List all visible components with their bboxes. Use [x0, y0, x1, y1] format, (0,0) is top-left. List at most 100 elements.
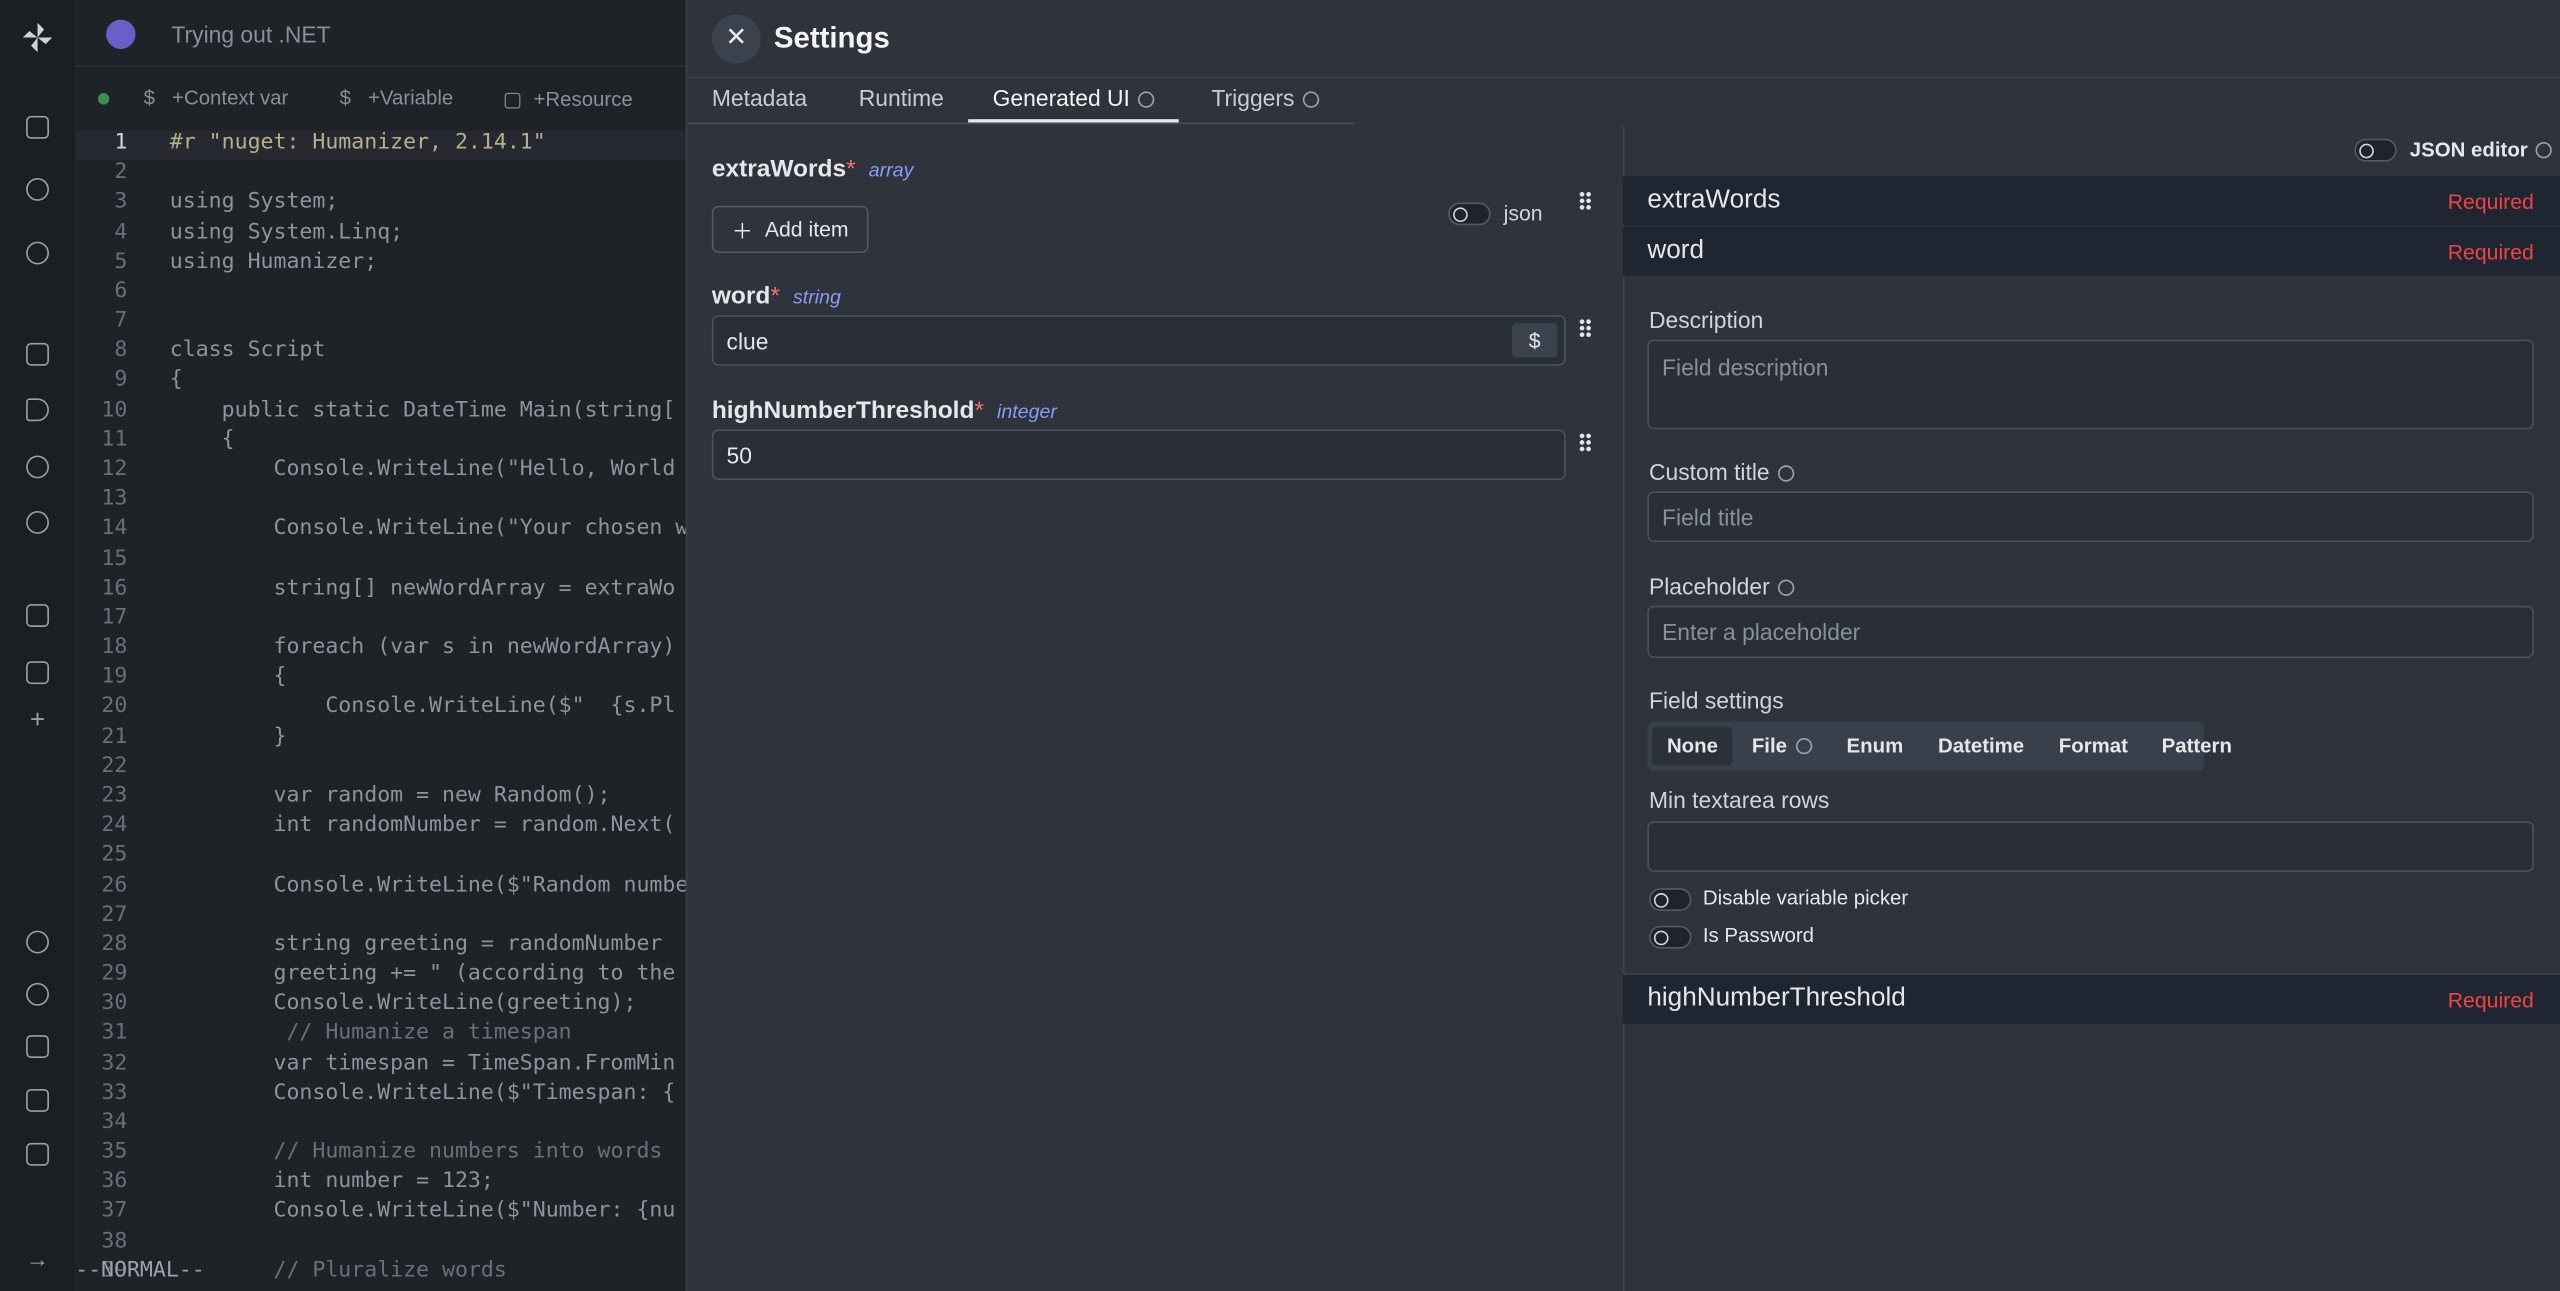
nav-icon[interactable]	[26, 661, 49, 685]
field-label: word* string	[712, 282, 841, 311]
info-icon	[1795, 737, 1812, 755]
placeholder-input[interactable]: Enter a placeholder	[1647, 605, 2534, 658]
nav-icon[interactable]	[26, 115, 49, 139]
toolbar-button[interactable]: $ +Context var	[143, 86, 289, 110]
close-button[interactable]: ✕	[711, 14, 761, 64]
drag-handle[interactable]	[1578, 432, 1592, 453]
nav-icon[interactable]	[26, 982, 49, 1006]
info-icon	[2535, 142, 2553, 159]
variable-button[interactable]: $	[1511, 323, 1558, 358]
toolbar-label: +Variable	[367, 86, 454, 110]
toolbar-button[interactable]: ▢ +Resource	[502, 88, 633, 112]
line-number: 38	[101, 1228, 128, 1254]
nav-icon[interactable]	[26, 1088, 49, 1112]
code-line: Console.WriteLine("Hello, World	[169, 457, 676, 482]
code-line: using System.Linq;	[169, 219, 404, 245]
toggle[interactable]	[1648, 888, 1692, 912]
nav-icon[interactable]	[26, 398, 49, 422]
tab-label: Triggers	[1211, 84, 1295, 112]
code-line: {	[169, 427, 235, 452]
line-number: 22	[101, 753, 128, 779]
nav-icon[interactable]	[26, 1142, 49, 1166]
number-input[interactable]: 50	[711, 429, 1566, 480]
line-number: 20	[101, 694, 128, 720]
nav-icon[interactable]	[26, 511, 49, 534]
segment[interactable]: File	[1737, 722, 1826, 771]
code-line: // Humanize a timespan	[169, 1021, 572, 1046]
code-line: // Humanize numbers into words	[169, 1139, 663, 1165]
line-number: 39	[101, 1258, 128, 1283]
toolbar-label: +Context var	[172, 86, 289, 110]
segment[interactable]: Pattern	[2147, 722, 2247, 771]
code-line: {	[169, 368, 183, 393]
line-number: 10	[101, 397, 128, 423]
line-number: 12	[101, 457, 128, 482]
code-line: class Script	[169, 338, 326, 363]
schema-field-row[interactable]: extraWords Required	[1622, 176, 2560, 226]
nav-add[interactable]: +	[29, 706, 46, 735]
json-toggle[interactable]	[1448, 202, 1491, 226]
nav-icon[interactable]	[26, 241, 49, 265]
tab[interactable]: Triggers	[1211, 84, 1319, 112]
code-line: var timespan = TimeSpan.FromMin	[169, 1050, 676, 1076]
code-lines: 1 #r "nuget: Humanizer, 2.14.1" 2 3 using Sy…	[75, 0, 685, 1291]
line-number: 29	[101, 961, 128, 987]
active-tab-indicator	[968, 119, 1179, 123]
text-input[interactable]: clue	[711, 315, 1566, 366]
setting-label: Placeholder	[1648, 573, 1795, 600]
field-name: highNumberThreshold	[1647, 984, 1906, 1013]
tab[interactable]: Generated UI	[993, 85, 1155, 111]
line-number: 17	[101, 605, 128, 630]
tab[interactable]: Metadata	[711, 84, 808, 112]
nav-icon[interactable]	[26, 455, 49, 479]
json-editor-toggle[interactable]	[2354, 138, 2397, 162]
nav-icon[interactable]	[26, 604, 49, 627]
line-number: 13	[101, 486, 128, 512]
nav-expand[interactable]: →	[26, 1245, 49, 1272]
drag-handle[interactable]	[1578, 191, 1592, 211]
line-number: 31	[101, 1021, 128, 1046]
nav-icon[interactable]	[26, 342, 49, 366]
nav-icon[interactable]	[26, 1035, 49, 1058]
segment[interactable]: Format	[2044, 722, 2143, 771]
nav-icon[interactable]	[26, 177, 49, 201]
line-number: 37	[101, 1199, 128, 1224]
current-line	[75, 130, 686, 160]
schema-field-row[interactable]: word Required	[1622, 226, 2560, 276]
toolbar-button[interactable]: $ +Variable	[339, 86, 454, 110]
code-line: }	[169, 724, 287, 749]
schema-field-row[interactable]: highNumberThreshold Required	[1622, 974, 2560, 1024]
code-line: Console.WriteLine(greeting);	[169, 991, 637, 1016]
field-type: string	[792, 285, 841, 309]
nav-icon[interactable]	[26, 930, 49, 954]
info-icon	[1777, 465, 1795, 482]
line-number: 30	[101, 991, 128, 1016]
add-item-button[interactable]: ＋ Add item	[711, 205, 869, 254]
field-label: highNumberThreshold* integer	[712, 397, 1057, 426]
segment[interactable]: Datetime	[1923, 722, 2039, 771]
description-textarea[interactable]: Field description	[1647, 339, 2534, 430]
language-icon	[106, 19, 136, 49]
drag-handle[interactable]	[1578, 318, 1592, 338]
info-icon	[1138, 91, 1155, 108]
field-status: Required	[2447, 239, 2534, 264]
setting-label: Min textarea rows	[1648, 786, 1830, 814]
title-input[interactable]: Field title	[1647, 491, 2534, 543]
rows-input[interactable]	[1647, 821, 2534, 872]
placeholder: Enter a placeholder	[1662, 618, 1861, 645]
label-text: Placeholder	[1648, 573, 1770, 600]
tab[interactable]: Runtime	[858, 84, 944, 112]
segment-label: Enum	[1846, 734, 1904, 758]
segment[interactable]: None	[1652, 726, 1733, 766]
line-number: 5	[114, 249, 128, 274]
setting-label: Custom title	[1649, 459, 1795, 485]
line-number: 27	[101, 902, 128, 927]
toggle[interactable]	[1648, 925, 1692, 949]
segment[interactable]: Enum	[1832, 722, 1918, 771]
field-name: extraWords	[1647, 186, 1781, 214]
line-number: 7	[114, 308, 128, 334]
toggle-label: Disable variable picker	[1702, 886, 1909, 910]
